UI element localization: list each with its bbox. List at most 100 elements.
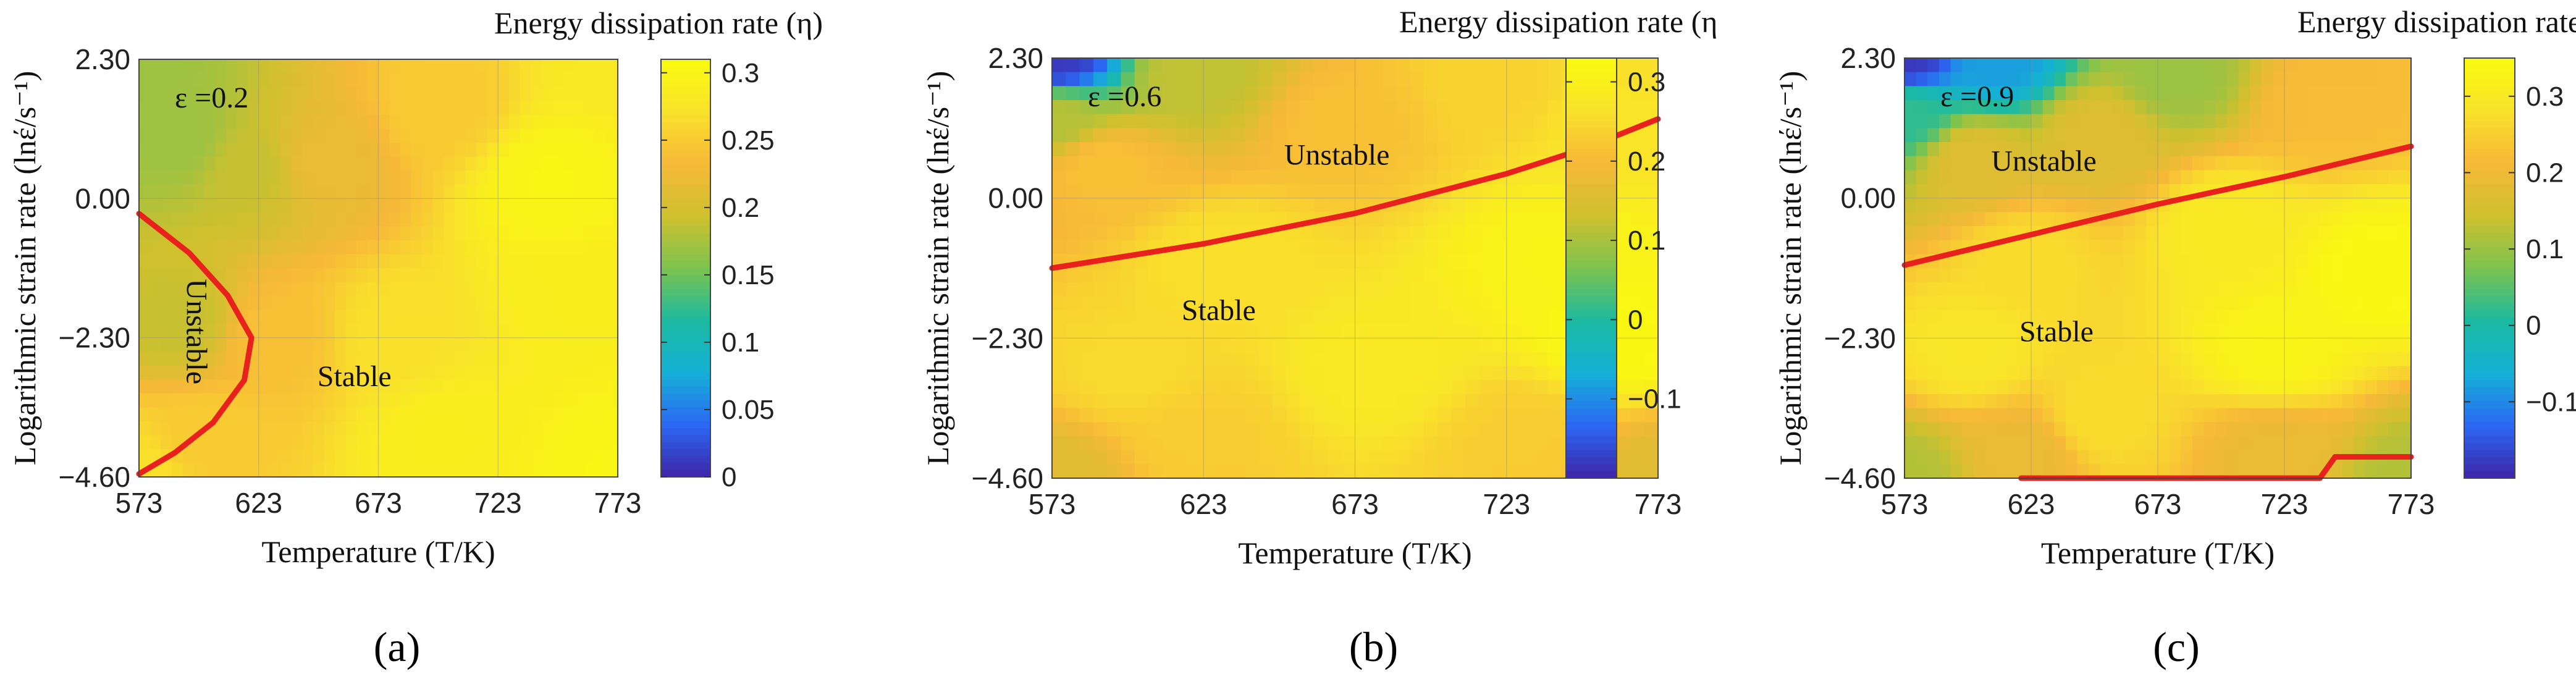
heatmap-cell — [400, 421, 412, 436]
heatmap-cell — [552, 365, 564, 381]
heatmap-cell — [1644, 170, 1659, 185]
heatmap-cell — [1520, 226, 1535, 241]
heatmap-cell — [1134, 72, 1149, 87]
heatmap-cell — [2065, 394, 2078, 409]
heatmap-cell — [2307, 254, 2320, 269]
heatmap-cell — [1121, 338, 1135, 353]
heatmap-cell — [1534, 366, 1549, 381]
heatmap-cell — [2054, 240, 2066, 255]
heatmap-cell — [204, 171, 216, 185]
heatmap-cell — [1052, 394, 1067, 409]
heatmap-cell — [2158, 464, 2170, 479]
heatmap-cell — [1341, 156, 1356, 171]
heatmap-cell — [1644, 464, 1659, 479]
heatmap-cell — [2365, 114, 2377, 129]
heatmap-cell — [1644, 380, 1659, 395]
heatmap-cell — [2376, 198, 2389, 213]
heatmap-cell — [574, 101, 586, 116]
heatmap-cell — [2089, 366, 2101, 381]
heatmap-cell — [1107, 184, 1122, 199]
heatmap-cell — [1327, 408, 1342, 423]
heatmap-cell — [1286, 142, 1301, 157]
heatmap-cell — [1905, 268, 1917, 283]
heatmap-cell — [400, 282, 412, 297]
heatmap-cell — [291, 421, 303, 436]
colorbar-segment — [661, 254, 710, 262]
heatmap-cell — [1950, 352, 1963, 367]
heatmap-cell — [520, 435, 531, 450]
heatmap-cell — [182, 73, 194, 88]
heatmap-cell — [291, 115, 303, 130]
heatmap-cell — [225, 73, 238, 88]
heatmap-cell — [1368, 464, 1383, 479]
heatmap-cell — [487, 115, 499, 130]
heatmap-cell — [411, 156, 423, 172]
heatmap-cell — [574, 73, 586, 88]
heatmap-cell — [248, 156, 259, 172]
heatmap-cell — [2203, 394, 2216, 409]
heatmap-cell — [454, 463, 466, 478]
heatmap-cell — [476, 128, 488, 143]
heatmap-cell — [1052, 156, 1067, 171]
heatmap-cell — [585, 407, 597, 422]
heatmap-cell — [1465, 142, 1480, 157]
heatmap-cell — [1258, 240, 1273, 255]
heatmap-cell — [1506, 394, 1521, 409]
heatmap-cell — [2215, 324, 2228, 339]
heatmap-cell — [444, 156, 455, 172]
heatmap-cell — [2388, 422, 2401, 437]
heatmap-cell — [2054, 422, 2066, 437]
heatmap-cell — [1093, 86, 1108, 101]
heatmap-cell — [182, 282, 194, 297]
heatmap-cell — [1492, 86, 1507, 101]
heatmap-cell — [1985, 324, 1997, 339]
heatmap-cell — [1630, 268, 1645, 283]
heatmap-cell — [1176, 366, 1190, 381]
heatmap-cell — [1176, 72, 1190, 87]
heatmap-cell — [2181, 156, 2193, 171]
heatmap-cell — [2250, 212, 2262, 227]
heatmap-cell — [574, 143, 586, 158]
heatmap-cell — [2089, 156, 2101, 171]
heatmap-cell — [1286, 226, 1301, 241]
heatmap-cell — [1410, 212, 1425, 227]
heatmap-cell — [313, 463, 325, 478]
heatmap-cell — [2181, 268, 2193, 283]
heatmap-cell — [2342, 226, 2354, 241]
heatmap-cell — [508, 463, 521, 478]
heatmap-cell — [596, 212, 608, 227]
heatmap-cell — [291, 296, 303, 311]
heatmap-cell — [1341, 310, 1356, 325]
heatmap-cell — [356, 435, 368, 450]
heatmap-cell — [2123, 310, 2136, 325]
heatmap-cell — [1327, 226, 1342, 241]
heatmap-cell — [1313, 226, 1328, 241]
colorbar-segment — [661, 184, 710, 192]
heatmap-cell — [2077, 114, 2089, 129]
colorbar-segment — [661, 192, 710, 200]
heatmap-cell — [1176, 338, 1190, 353]
heatmap-cell — [421, 296, 434, 311]
x-tick-label: 623 — [235, 487, 282, 519]
heatmap-cell — [1905, 324, 1917, 339]
heatmap-cell — [2077, 422, 2089, 437]
heatmap-cell — [389, 421, 401, 436]
heatmap-cell — [1950, 114, 1963, 129]
heatmap-cell — [356, 463, 368, 478]
heatmap-cell — [400, 435, 412, 450]
heatmap-cell — [2065, 114, 2078, 129]
heatmap-cell — [225, 226, 238, 241]
heatmap-cell — [1272, 170, 1287, 185]
heatmap-cell — [2031, 436, 2044, 451]
heatmap-cell — [378, 101, 390, 116]
heatmap-cell — [2342, 184, 2354, 199]
heatmap-cell — [2146, 324, 2158, 339]
heatmap-cell — [2008, 282, 2021, 297]
heatmap-cell — [1962, 422, 1974, 437]
heatmap-cell — [1492, 436, 1507, 451]
heatmap-cell — [1093, 170, 1108, 185]
colorbar-segment — [2464, 247, 2515, 255]
heatmap-cell — [1052, 240, 1067, 255]
heatmap-cell — [585, 393, 597, 408]
heatmap-cell — [1355, 422, 1370, 437]
